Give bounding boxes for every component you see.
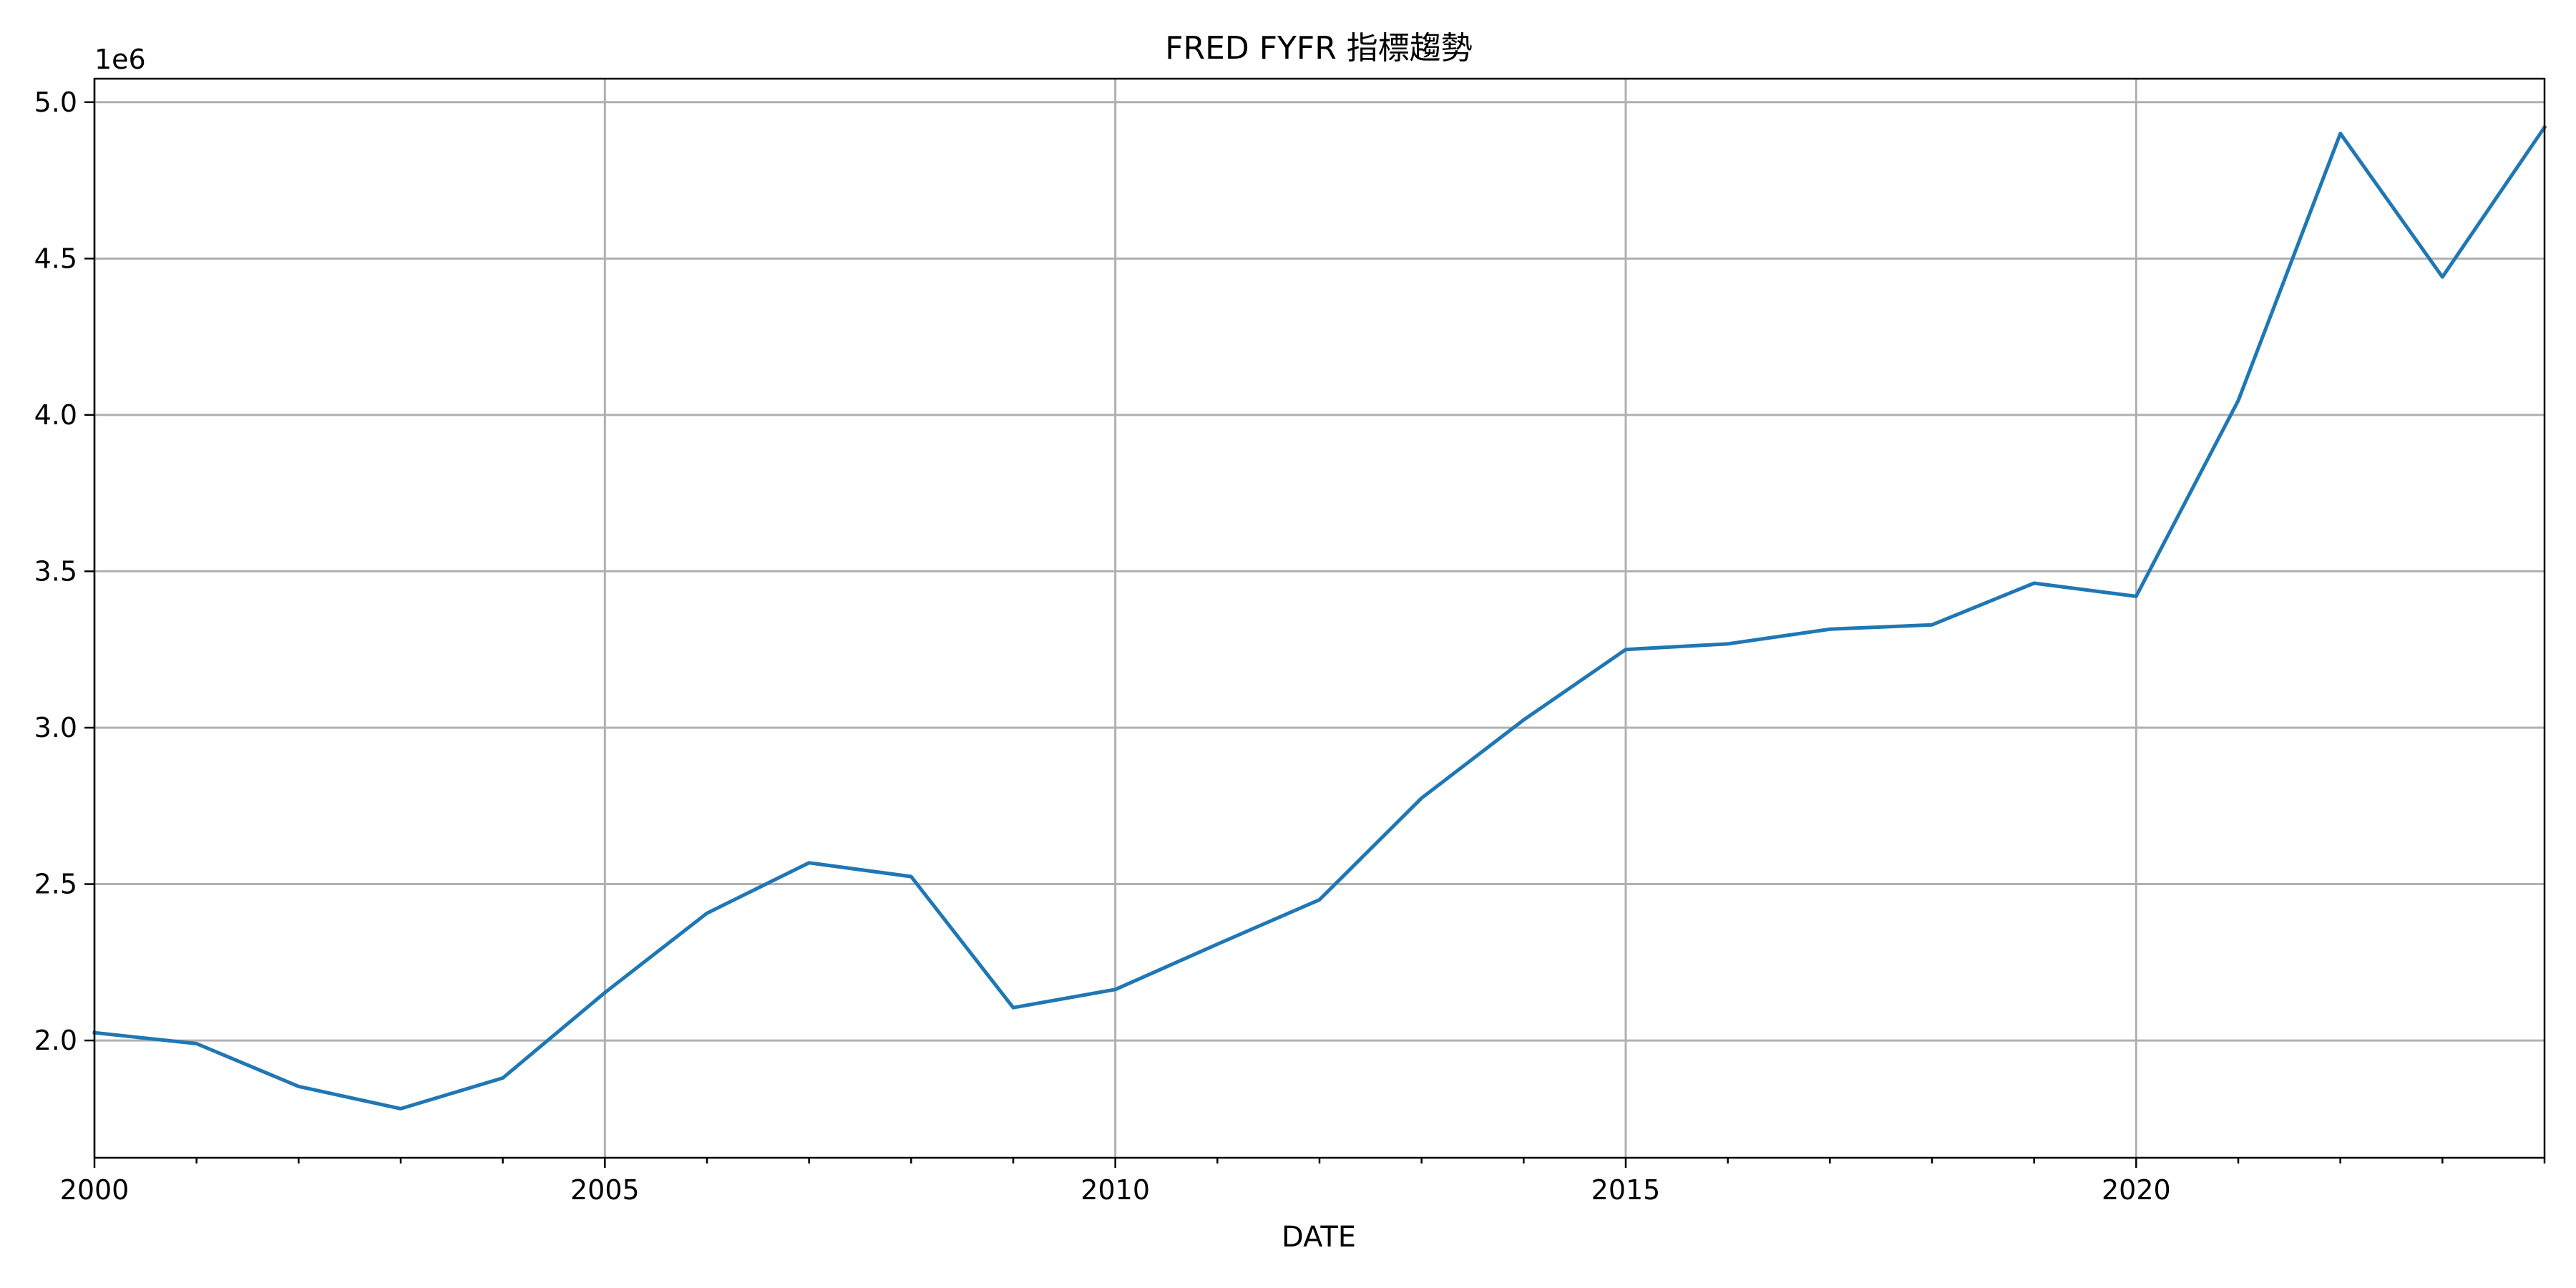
chart-title: FRED FYFR 指標趨勢: [1165, 30, 1473, 67]
series-line: [92, 125, 2547, 1111]
y-tick-label: 2.0: [34, 1025, 77, 1056]
x-tick-label: 2020: [2102, 1174, 2171, 1206]
y-tick-label: 3.5: [34, 555, 77, 587]
grid-lines: [93, 79, 2545, 1158]
y-tick-label: 4.5: [34, 243, 77, 274]
x-tick-label: 2010: [1080, 1174, 1150, 1206]
x-tick-label: 2000: [60, 1174, 130, 1206]
y-tick-label: 5.0: [34, 87, 77, 118]
axis-ticks: 2000 2005 2010 2015 2020 2.0 2.5 3.0 3.5 4.0 4.5 5.…: [34, 87, 2546, 1206]
x-tick-label: 2015: [1591, 1174, 1661, 1206]
y-tick-label: 3.0: [34, 712, 77, 743]
y-tick-label: 2.5: [34, 869, 77, 900]
x-tick-label: 2005: [570, 1174, 640, 1206]
y-tick-label: 4.0: [34, 399, 77, 431]
y-axis-offset-label: 1e6: [94, 44, 146, 75]
series-layer: [92, 125, 2547, 1111]
x-axis-label: DATE: [1282, 1221, 1356, 1254]
